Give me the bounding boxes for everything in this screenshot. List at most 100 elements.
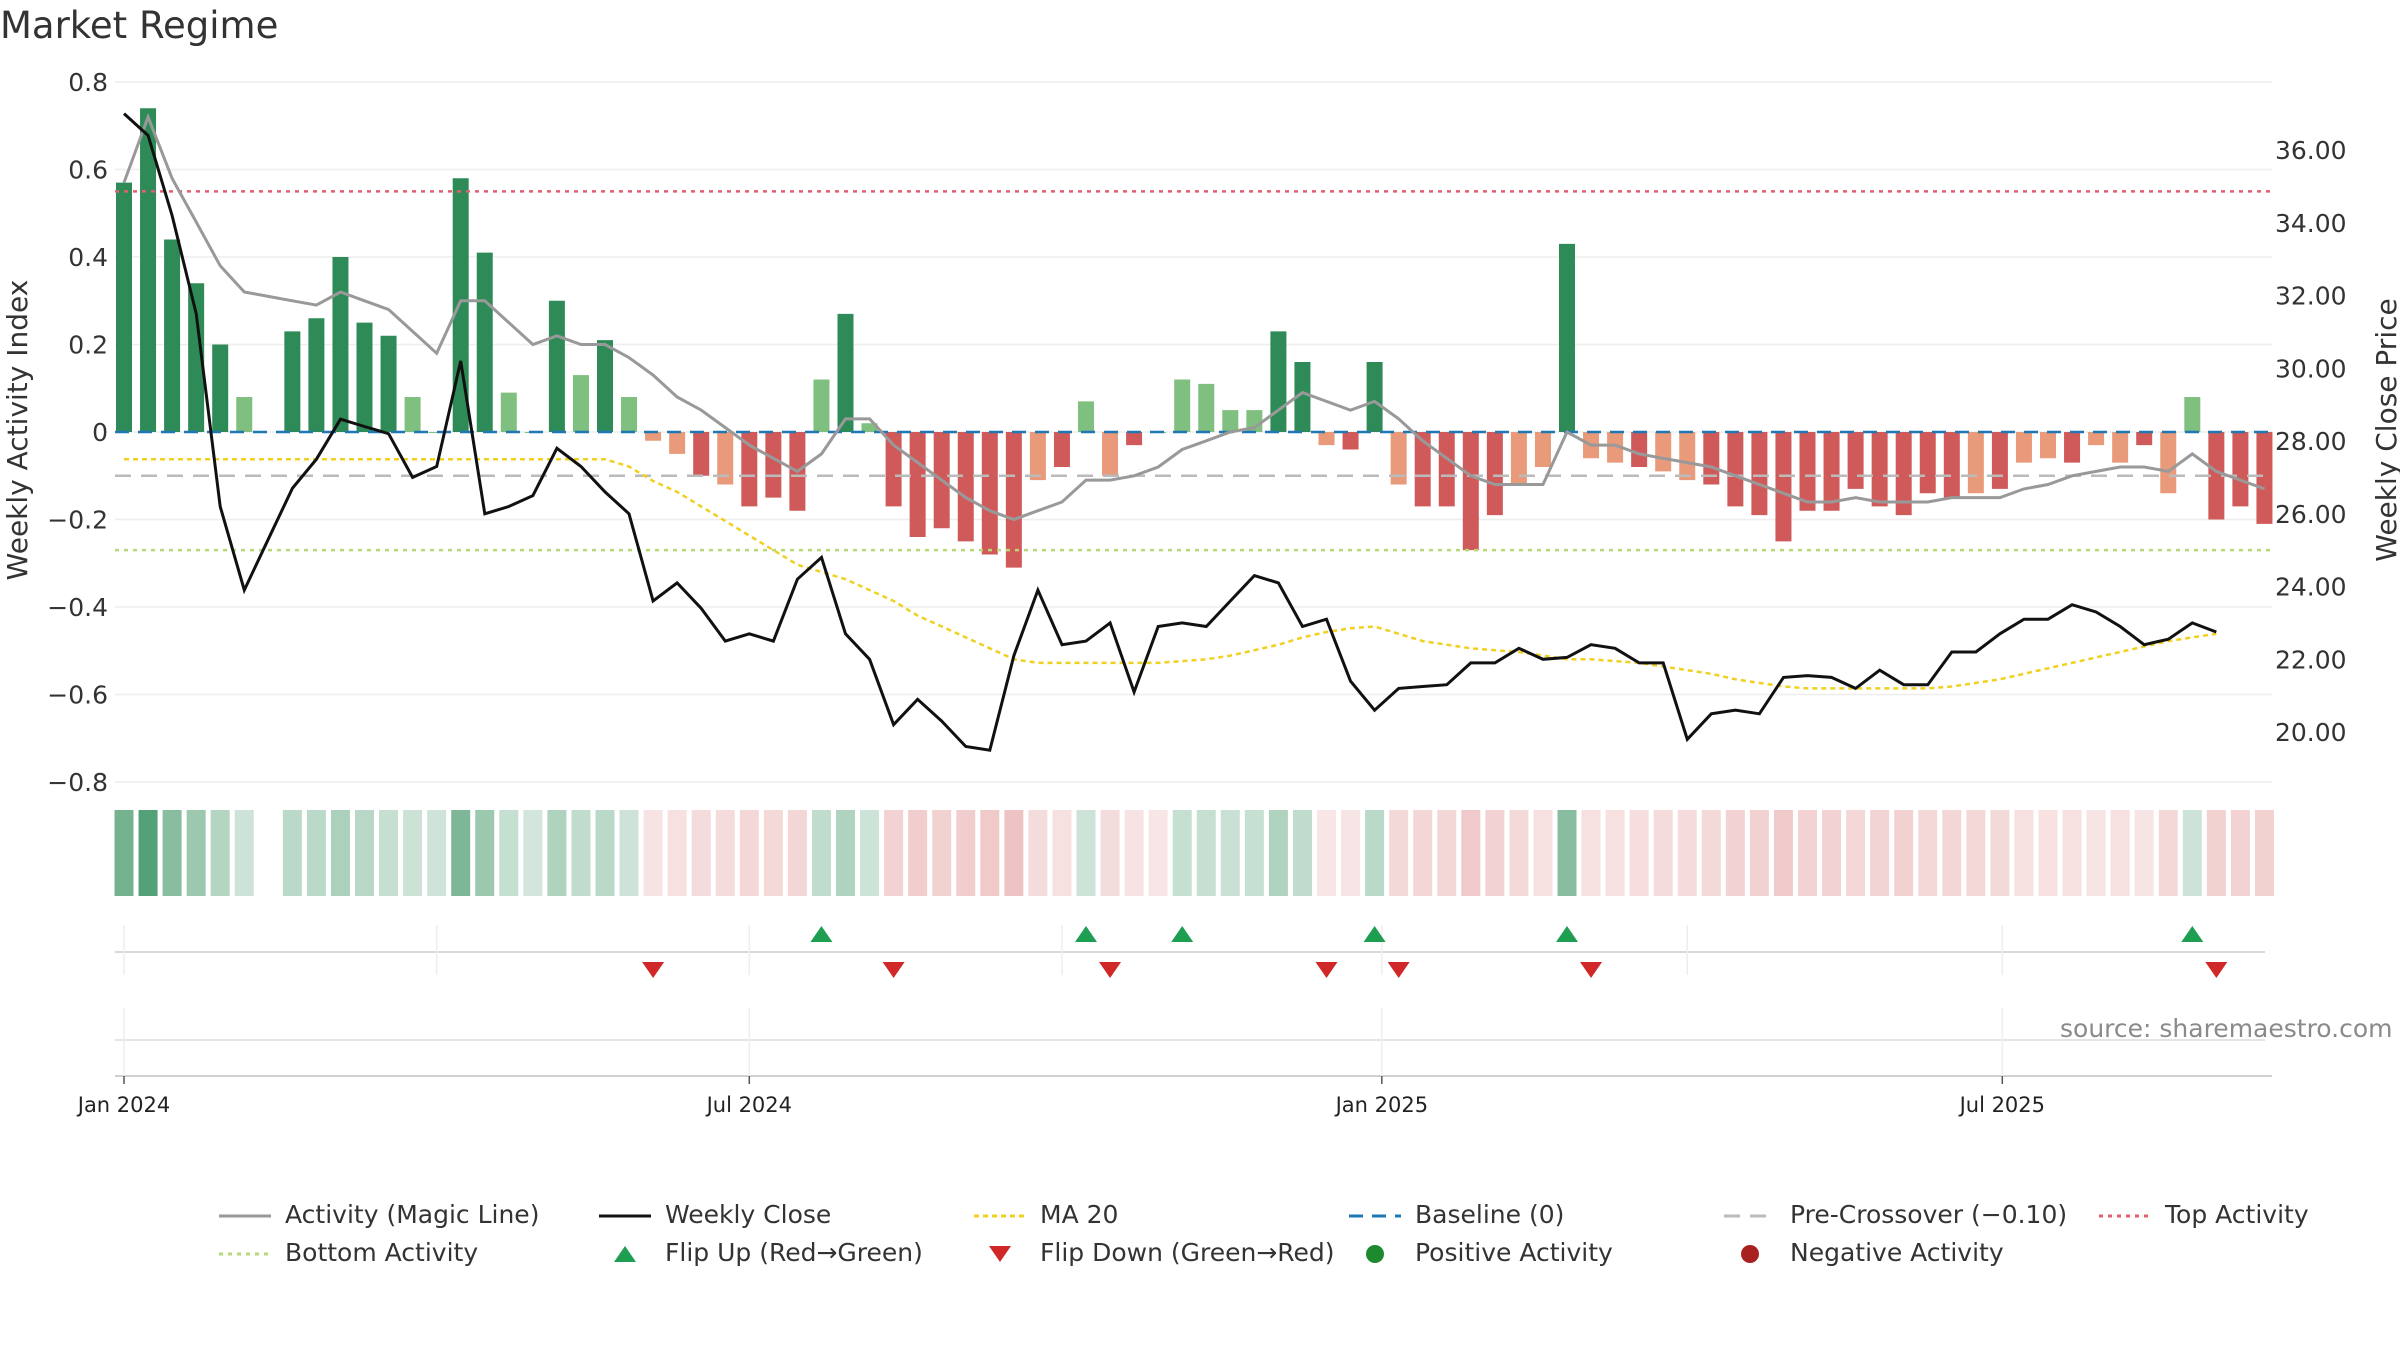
activity-bar xyxy=(332,257,349,432)
band-cell xyxy=(355,810,374,896)
flip-down-marker xyxy=(1580,962,1603,978)
band-cell xyxy=(1942,810,1962,896)
activity-bar xyxy=(2015,432,2032,463)
activity-bar xyxy=(2232,432,2249,507)
y-axis-title: Weekly Activity Index xyxy=(1,280,34,581)
band-cell xyxy=(2134,810,2154,896)
activity-bar xyxy=(813,379,830,432)
band-cell xyxy=(1918,810,1938,896)
band-cell xyxy=(186,810,206,896)
band-cell xyxy=(1341,810,1361,896)
band-cell xyxy=(234,810,254,896)
band-cell xyxy=(932,810,952,896)
band-cell xyxy=(1076,810,1096,896)
band-cell xyxy=(1725,810,1745,896)
activity-bar xyxy=(2184,397,2201,432)
band-cell xyxy=(1148,810,1168,896)
activity-bar xyxy=(2088,432,2105,446)
flip-down-marker xyxy=(2205,962,2228,978)
activity-bar xyxy=(1847,432,1864,489)
flip-down-marker xyxy=(1099,962,1122,978)
band-cell xyxy=(114,810,134,896)
band-cell xyxy=(1822,810,1842,896)
band-cell xyxy=(571,810,591,896)
band-cell xyxy=(1653,810,1673,896)
activity-bar xyxy=(188,283,205,432)
activity-bar xyxy=(645,432,662,441)
flip-up-marker xyxy=(810,926,833,942)
x-tick-label: Jan 2024 xyxy=(76,1093,171,1117)
y-tick-label: 0.2 xyxy=(68,331,108,360)
legend-label: MA 20 xyxy=(1040,1200,1119,1229)
y-tick-label: −0.4 xyxy=(47,593,108,622)
activity-bar xyxy=(1679,432,1696,481)
activity-bar xyxy=(765,432,782,498)
activity-bar xyxy=(1751,432,1768,516)
activity-bar xyxy=(1390,432,1407,485)
band-cell xyxy=(667,810,687,896)
activity-bar xyxy=(885,432,902,507)
flip-up-marker xyxy=(1171,926,1194,942)
activity-bar xyxy=(1871,432,1888,507)
activity-bar xyxy=(1198,383,1215,432)
band-cell xyxy=(1244,810,1264,896)
activity-bar xyxy=(236,397,253,432)
flip-up-marker xyxy=(1556,926,1578,942)
y2-tick-label: 28.00 xyxy=(2275,427,2347,456)
band-cell xyxy=(330,810,350,896)
y2-tick-label: 20.00 xyxy=(2275,718,2347,747)
activity-bar xyxy=(1799,432,1816,511)
activity-bar xyxy=(1919,432,1936,494)
flip-down-marker xyxy=(642,962,665,978)
band-cell xyxy=(908,810,928,896)
band-cell xyxy=(619,810,639,896)
band-cell xyxy=(1268,810,1288,896)
activity-bar xyxy=(212,344,229,432)
activity-bar xyxy=(1510,432,1527,485)
band-cell xyxy=(1605,810,1625,896)
legend-label: Flip Up (Red→Green) xyxy=(665,1238,923,1267)
activity-bar xyxy=(308,318,325,432)
legend-label: Negative Activity xyxy=(1790,1238,2004,1267)
band-cell xyxy=(2086,810,2106,896)
magic-line xyxy=(122,112,2266,522)
band-cell xyxy=(1485,810,1505,896)
activity-bar xyxy=(356,322,373,432)
band-cell xyxy=(1028,810,1048,896)
flip-down-marker xyxy=(1387,962,1410,978)
band-cell xyxy=(691,810,711,896)
activity-bar xyxy=(404,397,421,432)
band-cell xyxy=(2062,810,2082,896)
band-cell xyxy=(787,810,807,896)
activity-bar xyxy=(2256,432,2273,524)
band-cell xyxy=(282,810,302,896)
band-cell xyxy=(715,810,735,896)
band-cell xyxy=(210,810,230,896)
activity-bar xyxy=(1703,432,1720,485)
band-cell xyxy=(1365,810,1385,896)
legend: Activity (Magic Line) Weekly Close MA 20 Ba… xyxy=(215,1200,2365,1290)
flip-markers-panel xyxy=(115,925,2265,978)
activity-bar xyxy=(1222,410,1239,432)
band-cell xyxy=(1533,810,1553,896)
activity-bar xyxy=(164,239,181,432)
activity-bar xyxy=(476,252,493,432)
activity-bar xyxy=(1414,432,1431,507)
activity-bar xyxy=(452,178,469,432)
band-cell xyxy=(1773,810,1793,896)
band-cell xyxy=(1461,810,1481,896)
band-cell xyxy=(547,810,567,896)
band-cell xyxy=(1846,810,1866,896)
legend-label: Positive Activity xyxy=(1415,1238,1613,1267)
band-cell xyxy=(1413,810,1433,896)
y-tick-label: 0 xyxy=(92,418,108,447)
regime-band xyxy=(114,810,2274,896)
activity-bar xyxy=(741,432,758,507)
band-cell xyxy=(1389,810,1409,896)
activity-bar xyxy=(500,392,517,432)
activity-bar xyxy=(1943,432,1960,498)
band-cell xyxy=(643,810,663,896)
activity-bar xyxy=(116,182,132,432)
band-cell xyxy=(763,810,783,896)
